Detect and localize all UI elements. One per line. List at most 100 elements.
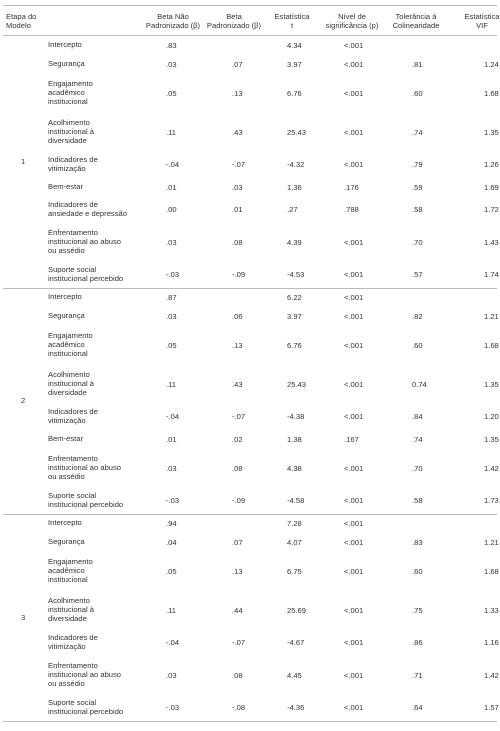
value-cell: <.001 (344, 605, 364, 615)
value-cell: 6.22 (287, 292, 302, 302)
value-cell: .57 (412, 270, 423, 279)
header-top-rule (3, 5, 497, 6)
text-line: institucional à (48, 605, 95, 614)
value-cell: .05 (166, 566, 177, 576)
text-line: Modelo (6, 21, 31, 30)
value-cell: .70 (412, 237, 423, 247)
value-cell: .71 (412, 670, 423, 680)
model-label: 3 (21, 612, 26, 622)
value-cell: .43 (232, 379, 243, 389)
value-cell: 6.75 (287, 566, 302, 576)
header-t: Estatística t (274, 12, 309, 30)
value-cell: -.04 (166, 412, 180, 421)
value-cell: .04 (166, 537, 177, 547)
value-cell: .03 (166, 463, 177, 473)
text-line: diversidade (48, 388, 87, 397)
value-cell: .82 (412, 311, 423, 321)
value-cell: 1.68 (484, 340, 499, 350)
text-line: Engajamento (48, 557, 93, 566)
text-line: Intercepto (48, 292, 82, 301)
value-cell: .70 (412, 463, 423, 473)
value-cell: -.07 (232, 412, 246, 421)
variable-label: Engajamento acadêmico institucional (48, 79, 93, 106)
value-cell: .176 (344, 182, 359, 192)
value-cell: 1.72 (484, 205, 499, 214)
value-cell: 1.42 (484, 670, 499, 680)
value-cell: <.001 (344, 412, 364, 421)
value-cell: <.001 (344, 270, 364, 279)
value-cell: 6.76 (287, 340, 302, 350)
text-line: Bem-estar (48, 434, 84, 443)
value-cell: .03 (166, 670, 177, 680)
value-cell: .05 (166, 340, 177, 350)
value-cell: .59 (412, 182, 423, 192)
value-cell: .11 (166, 379, 176, 389)
value-cell: .08 (232, 463, 243, 473)
value-cell: 7.28 (287, 518, 302, 528)
value-cell: 1.68 (484, 566, 499, 576)
value-cell: .01 (166, 434, 177, 444)
text-line: VIF (476, 21, 488, 30)
value-cell: .11 (166, 605, 176, 615)
header-vif: Estatística VIF (464, 12, 499, 30)
variable-label: Engajamento acadêmico institucional (48, 557, 93, 584)
value-cell: -.03 (166, 270, 180, 279)
value-cell: .86 (412, 638, 423, 647)
value-cell: .08 (232, 670, 243, 680)
text-line: Acolhimento (48, 118, 90, 127)
value-cell: -.03 (166, 496, 180, 505)
value-cell: <.001 (344, 537, 364, 547)
value-cell: -4.53 (287, 270, 305, 279)
value-cell: -4.67 (287, 638, 305, 647)
variable-label: Segurança (48, 59, 85, 68)
text-line: Indicadores de (48, 407, 98, 416)
value-cell: .84 (412, 412, 423, 421)
text-line: institucional (48, 575, 88, 584)
text-line: ou assédio (48, 246, 85, 255)
value-cell: -.04 (166, 160, 180, 169)
value-cell: .788 (344, 205, 359, 214)
variable-label: Segurança (48, 311, 85, 320)
value-cell: 1.35 (484, 434, 499, 444)
text-line: Suporte social (48, 265, 97, 274)
value-cell: <.001 (344, 59, 364, 69)
text-line: institucional à (48, 127, 95, 136)
text-line: acadêmico (48, 566, 85, 575)
text-line: ou assédio (48, 679, 85, 688)
value-cell: <.001 (344, 40, 364, 50)
value-cell: 1.21 (484, 537, 499, 547)
text-line: acadêmico (48, 88, 85, 97)
value-cell: .60 (412, 566, 423, 576)
model-rule (3, 514, 497, 515)
model-label: 1 (21, 157, 26, 166)
value-cell: .74 (412, 127, 423, 137)
value-cell: .64 (412, 703, 423, 712)
text-line: Enfrentamento (48, 454, 98, 463)
value-cell: 25.69 (287, 605, 307, 615)
value-cell: 4.39 (287, 237, 302, 247)
value-cell: 1.42 (484, 463, 499, 473)
text-line: Nível de (338, 12, 366, 21)
text-line: t (290, 21, 294, 30)
variable-label: Intercepto (48, 292, 82, 301)
text-line: Enfrentamento (48, 228, 98, 237)
text-line: institucional ao abuso (48, 670, 122, 679)
variable-label: Bem-estar (48, 434, 83, 443)
value-cell: .07 (232, 59, 243, 69)
header-rule (3, 35, 497, 36)
value-cell: -.08 (232, 703, 246, 712)
text-line: institucional percebido (48, 500, 124, 509)
value-cell: 1.43 (484, 237, 499, 247)
value-cell: -.07 (232, 160, 246, 169)
value-cell: .74 (412, 434, 423, 444)
header-beta-p: Beta Padronizado (β) (207, 12, 261, 30)
text-line: institucional à (48, 379, 95, 388)
text-line: Padronizado (β) (145, 21, 201, 30)
text-line: ou assédio (48, 472, 85, 481)
text-line: institucional (48, 97, 88, 106)
value-cell: <.001 (344, 160, 364, 169)
value-cell: <.001 (344, 566, 364, 576)
text-line: institucional ao abuso (48, 237, 122, 246)
value-cell: -.04 (166, 638, 180, 647)
variable-label: Intercepto (48, 518, 82, 527)
